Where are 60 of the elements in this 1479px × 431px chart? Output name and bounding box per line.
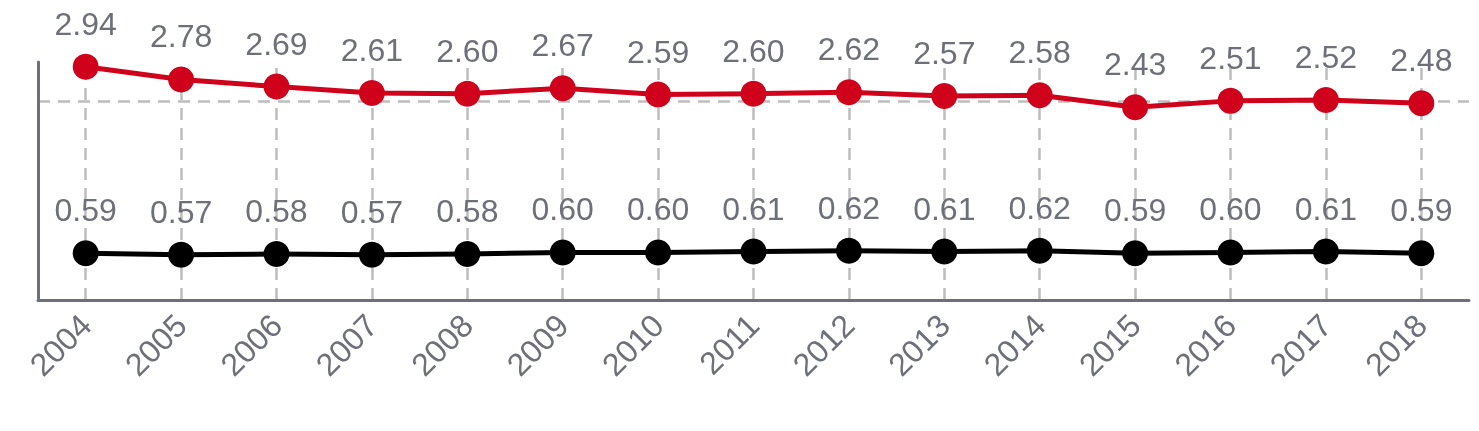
point	[1026, 82, 1053, 109]
data-label: 2.58	[1008, 34, 1071, 71]
point	[454, 80, 481, 107]
data-label: 2.94	[54, 5, 117, 42]
point	[454, 240, 481, 267]
point	[1217, 239, 1244, 266]
point	[168, 66, 195, 93]
point	[1122, 240, 1149, 267]
data-label: 2.57	[913, 35, 976, 72]
data-label: 0.60	[1199, 191, 1262, 228]
point	[931, 83, 958, 110]
point	[1312, 87, 1339, 114]
data-label: 0.58	[245, 192, 308, 229]
data-label: 0.61	[722, 190, 785, 227]
data-label: 2.52	[1294, 39, 1358, 76]
point	[1217, 87, 1244, 114]
data-label: 0.57	[149, 193, 213, 230]
point	[72, 53, 99, 80]
data-label: 0.61	[1294, 190, 1358, 227]
data-label: 2.78	[149, 18, 213, 55]
point	[549, 75, 576, 102]
point	[645, 81, 672, 108]
point	[645, 239, 672, 266]
point	[1312, 238, 1339, 265]
point	[931, 238, 958, 265]
data-label: 2.62	[817, 31, 881, 68]
point	[1408, 90, 1435, 117]
point	[549, 239, 576, 266]
point	[1122, 94, 1149, 121]
data-label: 0.62	[817, 189, 881, 226]
data-label: 0.62	[1008, 189, 1071, 226]
point	[835, 79, 862, 106]
point	[358, 79, 385, 106]
point	[835, 237, 862, 264]
data-label: 2.59	[626, 33, 690, 70]
point	[72, 240, 99, 267]
data-label: 2.51	[1199, 39, 1262, 76]
point	[740, 238, 767, 265]
data-label: 2.48	[1390, 42, 1453, 79]
data-label: 2.69	[245, 25, 308, 62]
data-label: 2.60	[722, 32, 785, 69]
data-label: 2.43	[1103, 46, 1167, 83]
data-label: 0.60	[626, 191, 690, 228]
point	[1408, 240, 1435, 267]
point	[1026, 237, 1053, 264]
data-label: 2.60	[436, 32, 499, 69]
point	[740, 80, 767, 107]
data-label: 2.61	[340, 31, 404, 68]
point	[263, 73, 290, 100]
data-label: 2.67	[531, 27, 594, 64]
data-label: 0.58	[436, 192, 499, 229]
data-label: 0.59	[1390, 192, 1453, 229]
data-label: 0.59	[1103, 192, 1167, 229]
point	[358, 241, 385, 268]
data-label: 0.59	[54, 192, 117, 229]
data-label: 0.57	[340, 193, 404, 230]
data-label: 0.60	[531, 191, 594, 228]
point	[168, 241, 195, 268]
point	[263, 240, 290, 267]
data-label: 0.61	[913, 190, 976, 227]
